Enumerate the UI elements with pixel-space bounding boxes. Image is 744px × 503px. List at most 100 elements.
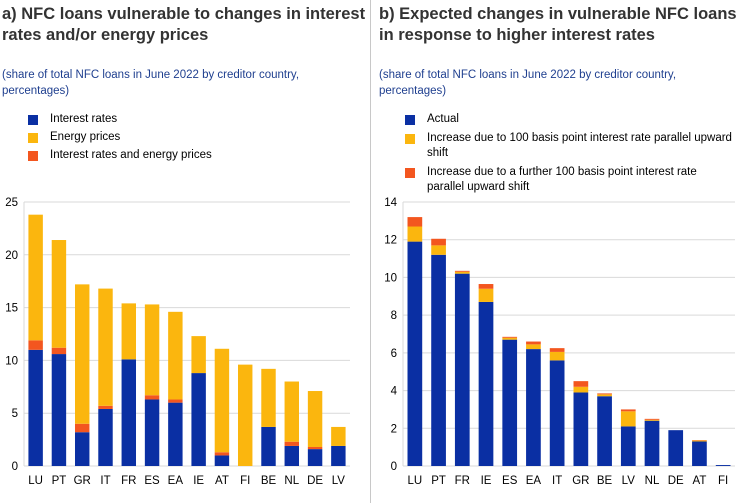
bar-segment bbox=[454, 273, 470, 466]
bar-segment bbox=[284, 441, 300, 446]
bar-segment bbox=[573, 392, 589, 466]
panel-a-legend: Interest rates Energy prices Interest ra… bbox=[28, 112, 212, 166]
bar-segment bbox=[121, 359, 137, 466]
x-tick-label: GR bbox=[572, 475, 589, 487]
bar-segment bbox=[549, 360, 565, 466]
bar-segment bbox=[478, 288, 494, 302]
bar-segment bbox=[549, 348, 565, 352]
legend-item-further-100bp: Increase due to a further 100 basis poin… bbox=[405, 165, 735, 195]
bar-segment bbox=[454, 270, 470, 272]
bar-segment bbox=[28, 349, 43, 466]
bar-segment bbox=[214, 452, 230, 456]
x-tick-label: IE bbox=[481, 475, 492, 487]
bar-segment bbox=[74, 432, 90, 466]
bar-segment bbox=[597, 394, 612, 397]
x-tick-label: LU bbox=[408, 475, 423, 487]
x-tick-label: BE bbox=[261, 475, 277, 487]
bar-segment bbox=[597, 393, 612, 395]
bar-segment bbox=[121, 303, 137, 360]
legend-label: Energy prices bbox=[50, 131, 121, 143]
bar-segment bbox=[168, 311, 183, 400]
bar-segment bbox=[237, 364, 253, 466]
bar-segment bbox=[168, 402, 183, 466]
bar-segment bbox=[144, 395, 160, 400]
panel-b-subtitle: (share of total NFC loans in June 2022 b… bbox=[379, 69, 677, 97]
y-tick-label: 2 bbox=[391, 423, 397, 435]
y-tick-label: 14 bbox=[384, 197, 397, 209]
bar-segment bbox=[644, 420, 660, 466]
bar-segment bbox=[214, 455, 230, 466]
bar-segment bbox=[644, 419, 660, 421]
x-tick-label: FI bbox=[718, 475, 728, 487]
x-tick-label: IT bbox=[100, 475, 110, 487]
legend-swatch-yellow bbox=[405, 134, 415, 144]
x-tick-label: DE bbox=[668, 475, 684, 487]
bar-segment bbox=[502, 339, 518, 466]
panel-a-title: a) NFC loans vulnerable to changes in in… bbox=[2, 5, 366, 44]
bar-segment bbox=[51, 354, 67, 466]
legend-label: Increase due to a further 100 basis poin… bbox=[427, 166, 697, 193]
legend-label: Interest rates bbox=[50, 113, 118, 125]
x-tick-label: BE bbox=[597, 475, 613, 487]
legend-swatch-orange bbox=[405, 168, 415, 178]
x-tick-label: GR bbox=[74, 475, 91, 487]
bar-segment bbox=[526, 349, 541, 466]
panel-b-title: b) Expected changes in vulnerable NFC lo… bbox=[379, 5, 737, 44]
bar-segment bbox=[431, 245, 446, 255]
bar-segment bbox=[549, 351, 565, 361]
bar-segment bbox=[644, 418, 660, 420]
bar-segment bbox=[98, 288, 113, 406]
legend-item-both: Interest rates and energy prices bbox=[28, 148, 212, 163]
x-tick-label: FI bbox=[240, 475, 250, 487]
legend-label: Actual bbox=[427, 113, 459, 125]
legend-swatch-blue bbox=[405, 115, 415, 125]
y-tick-label: 12 bbox=[384, 235, 397, 247]
legend-label: Increase due to 100 basis point interest… bbox=[427, 132, 732, 159]
bar-segment bbox=[526, 341, 541, 345]
x-tick-label: DE bbox=[307, 475, 323, 487]
y-tick-label: 4 bbox=[391, 386, 398, 398]
legend-swatch-yellow bbox=[28, 133, 38, 143]
bar-segment bbox=[692, 441, 707, 466]
bar-segment bbox=[502, 336, 518, 338]
bar-segment bbox=[74, 284, 90, 424]
x-tick-label: IE bbox=[193, 475, 204, 487]
x-tick-label: EA bbox=[526, 475, 542, 487]
bar-segment bbox=[74, 423, 90, 433]
y-tick-label: 8 bbox=[391, 310, 397, 322]
bar-segment bbox=[51, 240, 67, 348]
panel-a-subtitle: (share of total NFC loans in June 2022 b… bbox=[2, 69, 300, 97]
x-tick-label: EA bbox=[168, 475, 184, 487]
y-tick-label: 0 bbox=[391, 461, 397, 473]
x-tick-label: AT bbox=[693, 475, 707, 487]
bar-segment bbox=[502, 337, 518, 340]
bar-segment bbox=[407, 217, 423, 227]
chart-a: 0 5 10 15 20 25 LU PT GR IT FR ES EA IE AT FI BE NL DE LV bbox=[5, 197, 350, 487]
legend-item-100bp: Increase due to 100 basis point interest… bbox=[405, 131, 735, 161]
legend-item-actual: Actual bbox=[405, 112, 735, 127]
bar-segment bbox=[144, 399, 160, 466]
x-tick-label: FR bbox=[121, 475, 136, 487]
panel-a: a) NFC loans vulnerable to changes in in… bbox=[0, 0, 370, 503]
bar-segment bbox=[144, 304, 160, 396]
y-tick-label: 20 bbox=[5, 250, 18, 262]
y-tick-label: 15 bbox=[5, 303, 18, 315]
bar-segment bbox=[331, 426, 346, 446]
bar-segment bbox=[668, 430, 684, 466]
bar-segment bbox=[191, 336, 206, 374]
bar-segment bbox=[331, 445, 346, 466]
x-tick-label: PT bbox=[431, 475, 446, 487]
legend-item-interest-rates: Interest rates bbox=[28, 112, 212, 127]
bar-segment bbox=[284, 445, 300, 466]
legend-label: Interest rates and energy prices bbox=[50, 149, 212, 161]
bar-segment bbox=[28, 340, 43, 350]
y-tick-label: 25 bbox=[5, 197, 18, 209]
bar-segment bbox=[214, 348, 230, 453]
x-tick-label: LU bbox=[28, 475, 43, 487]
x-tick-label: AT bbox=[215, 475, 229, 487]
panel-divider bbox=[370, 0, 371, 503]
bar-segment bbox=[407, 241, 423, 466]
panel-b: b) Expected changes in vulnerable NFC lo… bbox=[373, 0, 744, 503]
bar-segment bbox=[454, 271, 470, 274]
bar-segment bbox=[98, 408, 113, 466]
